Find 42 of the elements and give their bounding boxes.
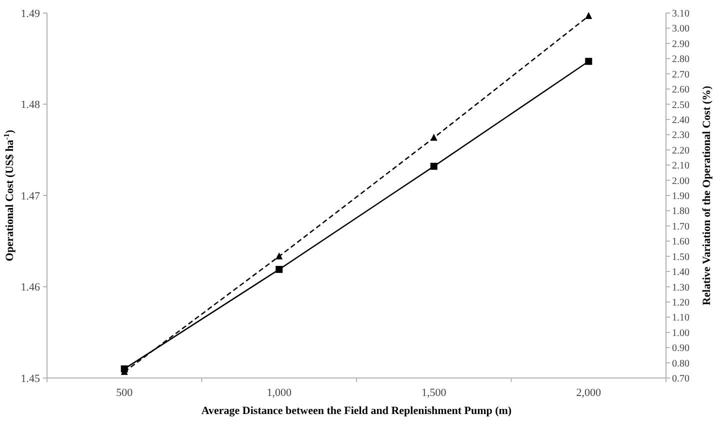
x-tick-label: 1,500 <box>422 387 447 399</box>
y2-tick-label: 1.80 <box>672 206 690 218</box>
y2-tick-label: 1.30 <box>672 282 690 294</box>
y2-tick-label: 1.40 <box>672 267 690 278</box>
y2-tick-label: 2.70 <box>672 69 690 80</box>
y2-tick-label: 1.20 <box>672 297 690 308</box>
y2-tick-label: 0.80 <box>672 358 690 370</box>
x-tick-label: 2,000 <box>576 387 602 399</box>
y2-tick-label: 2.80 <box>672 54 690 66</box>
y2-tick-label: 1.10 <box>672 312 690 324</box>
y2-tick-label: 2.30 <box>672 130 690 142</box>
y2-tick-label: 3.10 <box>672 8 690 20</box>
point <box>430 162 438 170</box>
y2-tick-label: 1.00 <box>672 328 690 339</box>
point <box>276 252 283 260</box>
y2-tick-label: 2.20 <box>672 145 690 156</box>
y2-tick-label: 2.40 <box>672 114 690 126</box>
point <box>585 12 592 20</box>
y-tick-label: 1.48 <box>20 99 40 112</box>
y-tick-label: 1.45 <box>20 372 40 385</box>
x-tick-label: 1,000 <box>266 387 292 399</box>
y2-tick-label: 1.90 <box>672 191 690 202</box>
y-tick-label: 1.47 <box>20 190 40 202</box>
y-tick-label: 1.49 <box>20 8 40 20</box>
point <box>430 134 438 141</box>
y2-tick-label: 1.60 <box>672 236 690 248</box>
y2-tick-label: 2.50 <box>672 100 690 111</box>
point <box>276 266 283 273</box>
y2-tick-label: 2.10 <box>672 160 690 172</box>
y2-tick-label: 2.60 <box>672 84 690 96</box>
y2-tick-label: 2.90 <box>672 38 690 50</box>
y2-axis-title: Relative Variation of the Operational Cost (%) <box>701 85 713 306</box>
y2-tick-label: 0.70 <box>672 374 690 384</box>
x-tick-label: 500 <box>116 387 134 399</box>
y-tick-label: 1.46 <box>20 282 40 294</box>
y2-tick-label: 0.90 <box>672 343 690 354</box>
point <box>585 58 592 65</box>
y2-tick-label: 1.70 <box>672 221 690 232</box>
y2-tick-label: 2.00 <box>672 176 690 187</box>
x-axis-title: Average Distance between the Field and Replenishment Pump (m) <box>201 405 512 417</box>
y2-tick-label: 1.50 <box>672 252 690 263</box>
y2-tick-label: 3.00 <box>672 24 690 35</box>
